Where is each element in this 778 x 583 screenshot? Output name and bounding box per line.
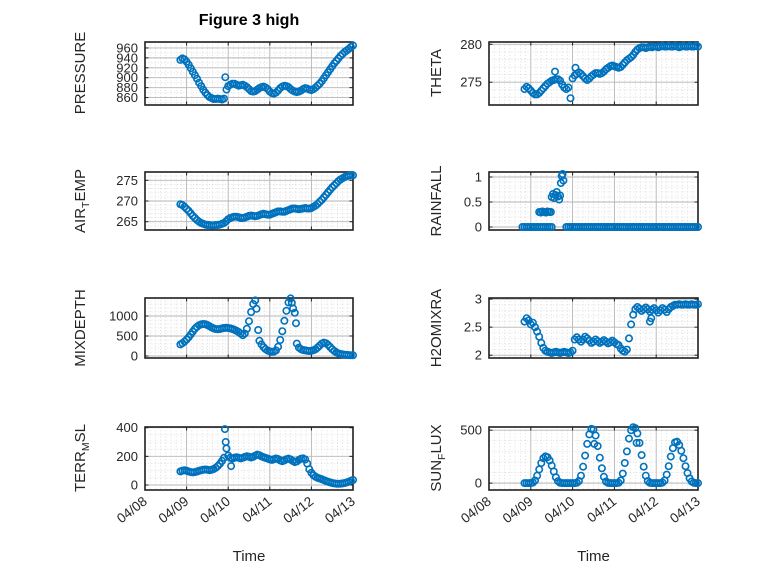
svg-text:04/13: 04/13 <box>667 494 703 527</box>
y-tick-labels: 0 200 400 <box>116 420 138 492</box>
data-series <box>520 41 702 103</box>
svg-text:860: 860 <box>116 90 138 105</box>
svg-text:280: 280 <box>460 37 482 52</box>
svg-text:04/10: 04/10 <box>197 494 233 527</box>
svg-text:04/13: 04/13 <box>322 494 358 527</box>
y-axis-label-pressure: PRESSURE <box>72 31 89 115</box>
data-series <box>176 171 357 230</box>
y-axis-label-theta: THETA <box>428 48 445 98</box>
svg-text:0: 0 <box>475 476 482 491</box>
axes-frame <box>488 171 699 231</box>
axis-ticks <box>488 298 699 358</box>
axis-ticks <box>488 42 699 105</box>
axes-frame <box>144 297 354 359</box>
grid-major <box>489 42 698 105</box>
axis-ticks <box>488 427 699 490</box>
svg-text:1: 1 <box>475 170 482 185</box>
axis-ticks <box>144 298 354 358</box>
axes-frame <box>488 426 699 491</box>
grid-minor <box>145 298 353 358</box>
grid-minor <box>145 171 353 231</box>
svg-text:880: 880 <box>116 80 138 95</box>
axis-ticks <box>144 427 354 490</box>
grid-major <box>489 172 698 230</box>
grid-minor <box>489 298 698 358</box>
grid-major <box>145 42 353 105</box>
data-series <box>176 294 357 360</box>
y-tick-labels: 0 500 <box>460 423 482 491</box>
data-series <box>176 41 357 104</box>
axis-ticks <box>144 42 354 105</box>
grid-major <box>489 427 698 490</box>
data-series <box>176 425 357 488</box>
svg-text:900: 900 <box>116 70 138 85</box>
y-axis-label-rainfall: RAINFALL <box>428 165 445 237</box>
y-tick-labels: 275 280 <box>460 37 482 90</box>
axes-frame <box>144 171 354 231</box>
grid-major <box>489 298 698 358</box>
svg-text:04/08: 04/08 <box>114 494 150 527</box>
y-tick-labels: 00.51 <box>464 170 482 235</box>
y-tick-labels: 265 270 275 <box>116 173 138 229</box>
svg-text:500: 500 <box>116 329 138 344</box>
svg-text:270: 270 <box>116 194 138 209</box>
time-label-left: Time <box>232 548 266 565</box>
y-tick-labels: 0 500 1000 <box>109 309 138 364</box>
svg-text:275: 275 <box>116 173 138 188</box>
svg-text:400: 400 <box>116 420 138 435</box>
svg-text:960: 960 <box>116 40 138 55</box>
svg-text:04/11: 04/11 <box>240 494 275 526</box>
svg-text:04/08: 04/08 <box>458 494 494 527</box>
svg-text:04/10: 04/10 <box>542 494 578 527</box>
svg-text:3: 3 <box>475 292 482 307</box>
svg-text:04/09: 04/09 <box>156 494 192 527</box>
figure-title: Figure 3 high <box>198 12 300 29</box>
grid-minor <box>489 171 698 230</box>
svg-text:04/09: 04/09 <box>500 494 536 527</box>
data-series <box>518 170 702 232</box>
x-tick-labels: 04/08 04/09 04/10 04/11 04/12 04/13 <box>114 494 358 527</box>
svg-text:2: 2 <box>475 348 482 363</box>
grid-major <box>145 298 353 358</box>
svg-text:2.5: 2.5 <box>464 320 482 335</box>
svg-text:940: 940 <box>116 50 138 65</box>
svg-text:920: 920 <box>116 60 138 75</box>
data-series <box>520 423 702 488</box>
time-label-right: Time <box>577 548 610 565</box>
svg-text:1000: 1000 <box>109 309 138 324</box>
svg-text:265: 265 <box>116 214 138 229</box>
y-axis-label-h2omixra: H2OMIXRA <box>428 288 445 368</box>
svg-text:275: 275 <box>460 75 482 90</box>
svg-text:500: 500 <box>460 423 482 438</box>
svg-text:0.5: 0.5 <box>464 195 482 210</box>
svg-text:04/11: 04/11 <box>584 494 619 526</box>
axes-frame <box>488 297 699 359</box>
y-axis-label-mixdepth: MIXDEPTH <box>72 289 89 367</box>
grid-minor <box>145 42 353 105</box>
svg-text:0: 0 <box>131 349 138 364</box>
data-series <box>520 300 702 358</box>
axes-frame <box>144 426 354 491</box>
axis-ticks <box>488 172 699 230</box>
grid-minor <box>489 427 698 490</box>
grid-major <box>145 172 353 230</box>
y-axis-label-terrmsl: TERRMSL <box>72 424 92 492</box>
svg-text:0: 0 <box>475 220 482 235</box>
grid-major <box>145 427 353 490</box>
y-axis-label-airtemp: AIRTEMP <box>72 169 92 233</box>
axes-frame <box>488 41 699 106</box>
y-tick-labels: 22.53 <box>464 292 482 363</box>
grid-minor <box>145 427 353 490</box>
svg-text:04/12: 04/12 <box>280 494 316 527</box>
svg-text:04/12: 04/12 <box>625 494 661 527</box>
grid-minor <box>489 42 698 106</box>
axis-ticks <box>144 172 354 230</box>
svg-text:200: 200 <box>116 449 138 464</box>
svg-text:0: 0 <box>131 477 138 492</box>
y-axis-label-sunflux: SUNFLUX <box>428 424 448 492</box>
x-tick-labels: 04/08 04/09 04/10 04/11 04/12 04/13 <box>458 494 703 527</box>
axes-frame <box>144 41 354 106</box>
